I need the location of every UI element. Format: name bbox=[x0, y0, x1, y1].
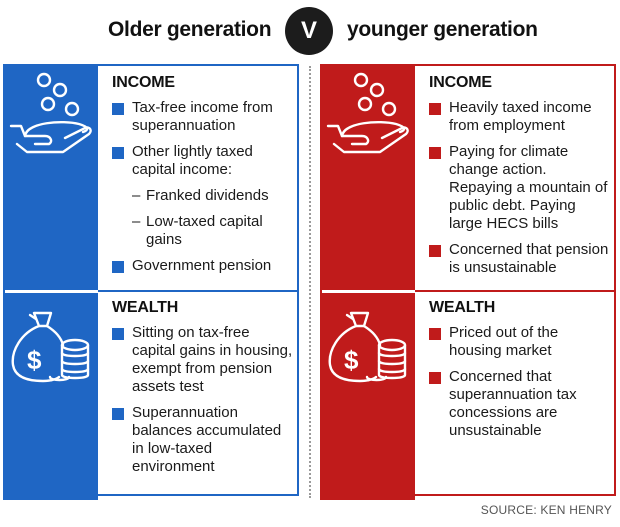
list-item: Other lightly taxed capital income: bbox=[112, 143, 294, 179]
younger-income-heading: INCOME bbox=[429, 74, 492, 91]
svg-text:$: $ bbox=[344, 345, 359, 375]
younger-income-section: INCOME Heavily taxed income from employm… bbox=[429, 74, 611, 285]
younger-section-separator bbox=[415, 290, 614, 292]
older-income-section: INCOME Tax-free income from superannuati… bbox=[112, 74, 294, 283]
list-item: Sitting on tax-free capital gains in hou… bbox=[112, 324, 294, 396]
list-item: Priced out of the housing market bbox=[429, 324, 611, 360]
square-bullet bbox=[112, 408, 124, 420]
versus-badge: V bbox=[285, 7, 333, 55]
list-item: Concerned that superannuation tax conces… bbox=[429, 368, 611, 440]
younger-generation-title: younger generation bbox=[347, 18, 538, 41]
sub-list-item: – Franked dividends bbox=[132, 187, 269, 204]
sub-list-item: – Low-taxed capital gains bbox=[132, 213, 263, 248]
older-wealth-heading: WEALTH bbox=[112, 299, 179, 316]
list-item: Tax-free income from superannuation bbox=[112, 99, 294, 135]
list-item: Government pension bbox=[112, 257, 294, 275]
square-bullet bbox=[429, 103, 441, 115]
svg-text:$: $ bbox=[27, 345, 42, 375]
square-bullet bbox=[112, 328, 124, 340]
center-dotted-divider bbox=[309, 66, 311, 498]
list-item: Paying for climate change action. Repayi… bbox=[429, 143, 611, 233]
younger-generation-panel: $ INCOME Heavily taxed income from emplo… bbox=[320, 64, 616, 500]
hand-with-coins-icon bbox=[326, 72, 409, 154]
source-credit: SOURCE: KEN HENRY bbox=[480, 503, 612, 517]
list-item: Concerned that pension is unsustainable bbox=[429, 241, 611, 277]
older-wealth-band: $ bbox=[3, 293, 98, 500]
younger-income-band bbox=[320, 64, 415, 290]
younger-wealth-band: $ bbox=[320, 293, 415, 500]
list-item: Superannuation balances accumulated in l… bbox=[112, 404, 294, 476]
older-section-separator bbox=[98, 290, 297, 292]
hand-with-coins-icon bbox=[9, 72, 92, 154]
list-item: Heavily taxed income from employment bbox=[429, 99, 611, 135]
square-bullet bbox=[112, 103, 124, 115]
older-income-band bbox=[3, 64, 98, 290]
square-bullet bbox=[429, 372, 441, 384]
money-bag-with-coin-stack-icon: $ bbox=[11, 311, 90, 383]
square-bullet bbox=[429, 147, 441, 159]
younger-wealth-heading: WEALTH bbox=[429, 299, 496, 316]
square-bullet bbox=[112, 261, 124, 273]
older-generation-title: Older generation bbox=[108, 18, 272, 41]
older-generation-panel: $ INCOME Tax-free income from superannua… bbox=[3, 64, 299, 500]
older-wealth-section: WEALTH Sitting on tax-free capital gains… bbox=[112, 299, 294, 484]
money-bag-with-coin-stack-icon: $ bbox=[328, 311, 407, 383]
square-bullet bbox=[429, 245, 441, 257]
younger-wealth-section: WEALTH Priced out of the housing market … bbox=[429, 299, 611, 448]
square-bullet bbox=[429, 328, 441, 340]
older-income-heading: INCOME bbox=[112, 74, 175, 91]
square-bullet bbox=[112, 147, 124, 159]
